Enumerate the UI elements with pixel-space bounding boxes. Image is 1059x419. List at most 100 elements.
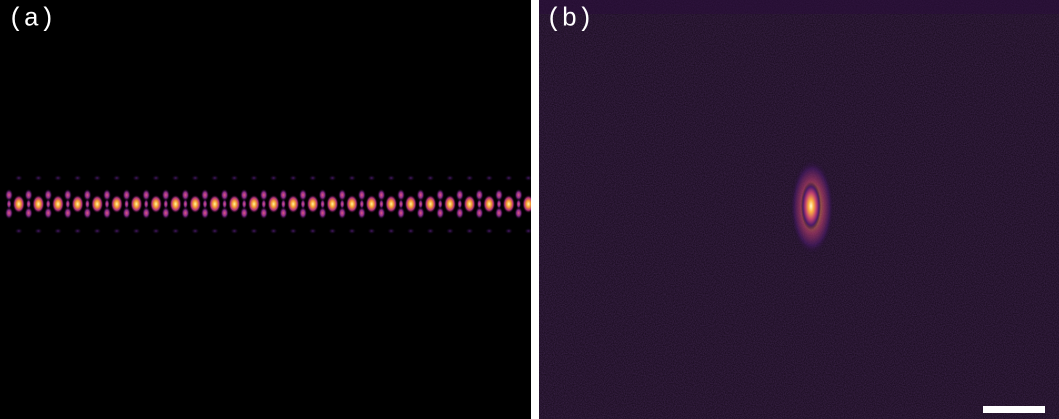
fringe-lobe xyxy=(436,207,445,219)
fringe-lobe xyxy=(418,199,424,209)
fringe-lobe xyxy=(143,199,149,209)
fringe-faint xyxy=(308,228,317,234)
fringe-faint xyxy=(446,228,454,234)
fringe-dot xyxy=(502,195,515,213)
fringe-lobe xyxy=(516,199,522,209)
fringe-lobe xyxy=(83,189,92,201)
fringe-dot xyxy=(463,195,476,213)
fringe-lobe xyxy=(377,189,386,201)
fringe-lobe xyxy=(44,189,53,201)
fringe-faint xyxy=(269,175,278,181)
fringe-dot xyxy=(306,195,319,213)
fringe-lobe xyxy=(514,189,523,201)
fringe-lobe xyxy=(398,199,404,209)
fringe-lobe xyxy=(318,207,327,219)
fringe-lobe xyxy=(5,207,13,219)
bright-spot xyxy=(801,182,821,230)
fringe-faint xyxy=(54,228,62,234)
fringe-faint xyxy=(426,175,435,181)
scale-bar xyxy=(983,406,1045,413)
fringe-dot xyxy=(483,195,496,213)
fringe-faint xyxy=(367,228,376,234)
fringe-dot xyxy=(130,195,143,213)
fringe-dot xyxy=(522,195,531,213)
fringe-lobe xyxy=(182,199,188,209)
fringe-lobe xyxy=(240,207,249,219)
fringe-faint xyxy=(406,228,415,234)
fringe-faint xyxy=(14,175,23,181)
fringe-lobe xyxy=(202,199,208,209)
fringe-lobe xyxy=(279,207,288,219)
fringe-lobe xyxy=(84,199,90,209)
fringe-lobe xyxy=(241,199,247,209)
fringe-dot xyxy=(287,195,300,213)
fringe-lobe xyxy=(514,207,523,219)
fringe-lobe xyxy=(5,189,13,201)
fringe-faint xyxy=(504,228,513,234)
panel-b-edge xyxy=(539,0,1059,14)
fringe-lobe xyxy=(475,189,484,201)
fringe-lobe xyxy=(280,199,286,209)
panel-label: (b) xyxy=(546,4,593,34)
fringe-faint xyxy=(191,175,200,181)
fringe-lobe xyxy=(357,207,366,219)
fringe-lobe xyxy=(220,189,229,201)
fringe-lobe xyxy=(220,207,229,219)
fringe-lobe xyxy=(318,189,327,201)
fringe-lobe xyxy=(416,189,425,201)
fringe-lobe xyxy=(338,189,347,201)
fringe-dot xyxy=(267,195,280,213)
fringe-faint xyxy=(171,175,180,181)
fringe-lobe xyxy=(378,199,384,209)
fringe-lobe xyxy=(457,199,463,209)
fringe-faint xyxy=(524,228,531,234)
fringe-faint xyxy=(210,228,219,234)
fringe-lobe xyxy=(181,207,190,219)
fringe-faint xyxy=(34,175,43,181)
fringe-lobe xyxy=(496,199,502,209)
fringe-faint xyxy=(485,228,494,234)
fringe-faint xyxy=(328,228,337,234)
fringe-dot xyxy=(208,195,221,213)
fringe-faint xyxy=(289,175,298,181)
fringe-lobe xyxy=(63,189,72,201)
fringe-faint xyxy=(73,228,82,234)
fringe-faint xyxy=(210,175,219,181)
panel-label: (a) xyxy=(8,4,55,34)
fringe-faint xyxy=(367,175,376,181)
fringe-lobe xyxy=(142,207,151,219)
fringe-dot xyxy=(150,195,162,213)
fringe-faint xyxy=(387,228,396,234)
fringe-dot xyxy=(248,195,260,213)
fringe-faint xyxy=(112,175,121,181)
fringe-lobe xyxy=(299,189,307,201)
fringe-faint xyxy=(308,175,317,181)
fringe-lobe xyxy=(455,207,464,219)
fringe-faint xyxy=(465,175,474,181)
fringe-lobe xyxy=(299,207,307,219)
fringe-faint xyxy=(289,228,298,234)
fringe-faint xyxy=(348,175,356,181)
fringe-lobe xyxy=(261,199,267,209)
fringe-faint xyxy=(112,228,121,234)
fringe-lobe xyxy=(300,199,306,209)
fringe-lobe xyxy=(377,207,386,219)
fringe-faint xyxy=(132,228,141,234)
fringe-faint xyxy=(426,228,435,234)
fringe-lobe xyxy=(103,189,111,201)
fringe-pattern xyxy=(5,175,531,234)
fringe-lobe xyxy=(44,207,53,219)
fringe-lobe xyxy=(475,207,484,219)
fringe-dot xyxy=(169,195,182,213)
fringe-faint xyxy=(406,175,415,181)
fringe-lobe xyxy=(6,199,12,209)
fringe-lobe xyxy=(65,199,71,209)
fringe-lobe xyxy=(416,207,425,219)
fringe-lobe xyxy=(161,189,170,201)
fringe-faint xyxy=(54,175,62,181)
fringe-faint xyxy=(328,175,337,181)
fringe-dot xyxy=(424,195,437,213)
fringe-lobe xyxy=(455,189,464,201)
